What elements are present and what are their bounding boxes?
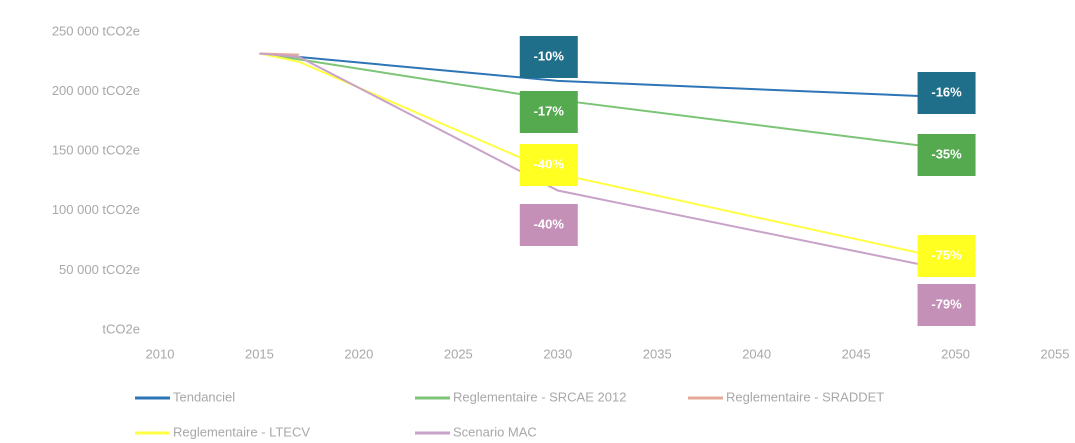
legend-label: Reglementaire - SRCAE 2012: [453, 389, 626, 404]
annotation-box: -75%: [917, 235, 976, 277]
annotation-bg: [519, 91, 578, 133]
annotation-bg: [917, 134, 976, 176]
annotation-bg: [519, 144, 578, 186]
x-tick-label: 2035: [643, 346, 672, 361]
x-tick-label: 2045: [842, 346, 871, 361]
legend-label: Reglementaire - SRADDET: [726, 389, 884, 404]
annotation-text: -75%: [931, 247, 962, 262]
annotation-box: -40%: [519, 144, 578, 186]
annotation-box: -17%: [519, 91, 578, 133]
y-tick-label: 200 000 tCO2e: [52, 83, 140, 98]
annotation-text: -17%: [534, 103, 565, 118]
annotation-text: -40%: [534, 216, 565, 231]
x-tick-label: 2015: [245, 346, 274, 361]
annotation-box: -16%: [917, 72, 976, 114]
series-line: [259, 52, 956, 152]
legend-label: Reglementaire - LTECV: [173, 424, 310, 439]
legend-label: Scenario MAC: [453, 424, 537, 439]
x-tick-label: 2050: [941, 346, 970, 361]
x-tick-label: 2055: [1041, 346, 1070, 361]
x-tick-label: 2040: [742, 346, 771, 361]
x-tick-label: 2020: [344, 346, 373, 361]
annotation-text: -10%: [534, 48, 565, 63]
annotation-text: -79%: [931, 296, 962, 311]
annotation-bg: [519, 36, 578, 78]
annotation-text: -16%: [931, 84, 962, 99]
annotation-bg: [917, 284, 976, 326]
annotation-box: -35%: [917, 134, 976, 176]
y-tick-label: 250 000 tCO2e: [52, 23, 140, 38]
annotation-box: -40%: [519, 204, 578, 246]
y-tick-label: 50 000 tCO2e: [59, 262, 140, 277]
annotation-box: -10%: [519, 36, 578, 78]
annotation-bg: [917, 72, 976, 114]
series-line: [259, 52, 956, 273]
y-tick-label: tCO2e: [102, 321, 140, 336]
x-tick-label: 2010: [146, 346, 175, 361]
annotation-text: -40%: [534, 156, 565, 171]
series-line: [259, 52, 956, 262]
annotation-bg: [917, 235, 976, 277]
annotation-bg: [519, 204, 578, 246]
annotation-text: -35%: [931, 146, 962, 161]
y-tick-label: 100 000 tCO2e: [52, 202, 140, 217]
x-tick-label: 2025: [444, 346, 473, 361]
annotation-box: -79%: [917, 284, 976, 326]
legend-label: Tendanciel: [173, 389, 235, 404]
x-tick-label: 2030: [543, 346, 572, 361]
y-tick-label: 150 000 tCO2e: [52, 143, 140, 158]
